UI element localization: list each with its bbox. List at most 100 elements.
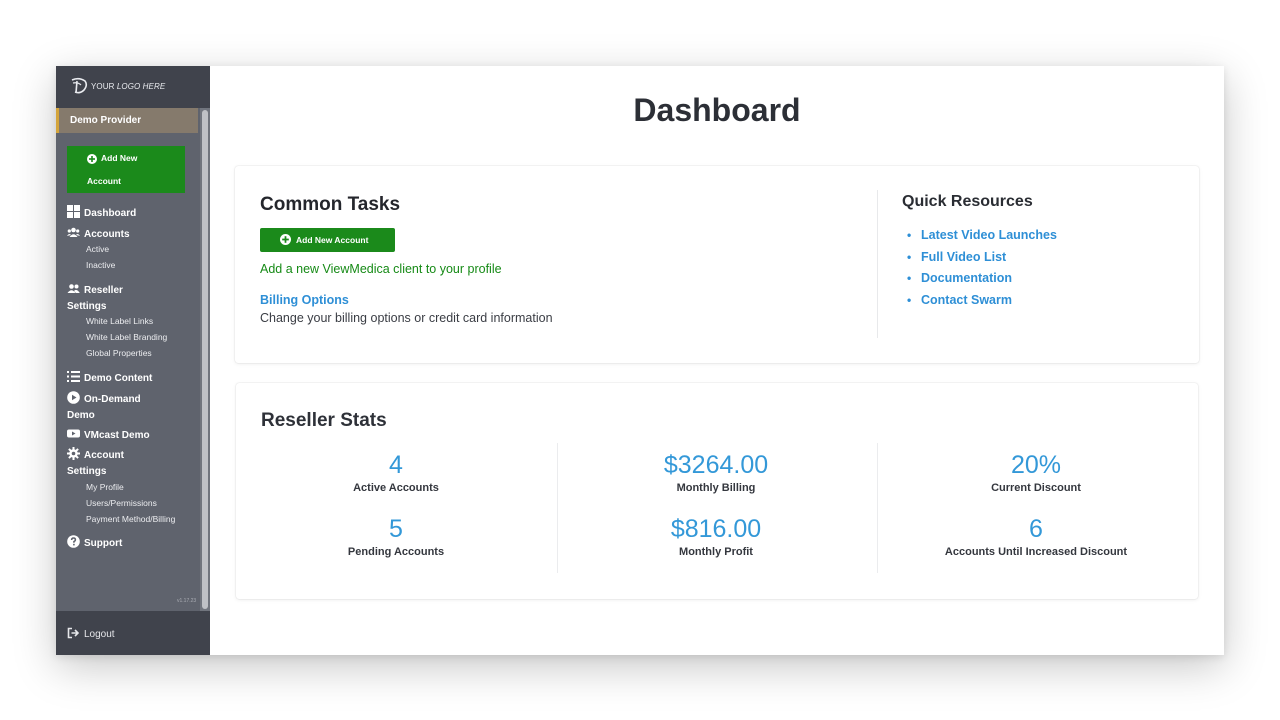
nav-dashboard-label: Dashboard [84, 208, 137, 219]
stat-value: $3264.00 [663, 451, 769, 479]
nav-account-settings-label-2: Settings [67, 466, 107, 477]
nav-on-demand-label-2: Demo [67, 410, 95, 421]
nav-accounts-active[interactable]: Active [86, 244, 110, 254]
card-divider [877, 190, 878, 338]
nav-reseller-label-2: Settings [67, 301, 107, 312]
reseller-stats-title: Reseller Stats [261, 410, 387, 431]
nav-on-demand-label-1: On-Demand [84, 394, 141, 405]
resource-link-label: Documentation [921, 271, 1012, 285]
nav-demo-content-label: Demo Content [84, 373, 153, 384]
stat-value: 5 [389, 515, 403, 543]
version-label: v1.17.23 [177, 598, 197, 604]
nav-accounts-inactive[interactable]: Inactive [86, 260, 116, 270]
add-new-label: Add New [101, 153, 138, 163]
nav-on-demand-demo[interactable]: On-Demand Demo [67, 391, 141, 424]
logo-text-italic: LOGO HERE [116, 81, 166, 91]
nav-vmcast-demo[interactable]: VMcast Demo [67, 427, 150, 444]
users-icon [67, 227, 80, 237]
nav-vmcast-label: VMcast Demo [84, 430, 150, 441]
nav-account-settings-label-1: Account [84, 450, 124, 461]
nav-support-label: Support [84, 538, 123, 549]
nav-account-settings[interactable]: Account Settings [67, 447, 124, 480]
nav-support[interactable]: Support [67, 535, 122, 552]
stat-monthly-profit: $816.00 Monthly Profit [556, 514, 876, 558]
resource-link-full-video-list[interactable]: • Full Video List [907, 247, 1057, 269]
common-tasks-title: Common Tasks [260, 194, 401, 215]
plus-circle-icon [87, 154, 97, 164]
sidebar-header: YOUR LOGO HERE [56, 66, 210, 108]
logo-text: YOUR LOGO HERE [91, 82, 165, 91]
billing-options-link[interactable]: Billing Options [260, 293, 349, 307]
resource-link-contact-swarm[interactable]: • Contact Swarm [907, 290, 1057, 312]
page-title: Dashboard [633, 92, 801, 128]
stat-label: Pending Accounts [347, 546, 445, 558]
stat-value: 4 [389, 451, 403, 479]
grid-icon [67, 205, 80, 218]
add-new-account-button[interactable]: Add New Account [260, 228, 395, 252]
logout-link[interactable]: Logout [67, 627, 115, 640]
sidebar: YOUR LOGO HERE Demo Provider Add New Acc… [56, 66, 210, 655]
stat-label: Accounts Until Increased Discount [944, 546, 1128, 558]
stat-current-discount: 20% Current Discount [876, 450, 1196, 494]
sign-out-icon [67, 627, 80, 639]
app-window: YOUR LOGO HERE Demo Provider Add New Acc… [56, 66, 1224, 655]
nav-white-label-branding[interactable]: White Label Branding [86, 332, 168, 342]
play-circle-icon [67, 391, 80, 404]
user-group-icon [67, 284, 80, 293]
nav-reseller-settings[interactable]: Reseller Settings [67, 282, 123, 315]
add-new-account-label: Add New Account [296, 235, 369, 245]
bullet-icon: • [907, 271, 912, 285]
nav-white-label-links[interactable]: White Label Links [86, 316, 154, 326]
stat-monthly-billing: $3264.00 Monthly Billing [556, 450, 876, 494]
nav-accounts-label: Accounts [84, 229, 130, 240]
nav-reseller-label-1: Reseller [84, 285, 123, 296]
video-icon [67, 429, 80, 438]
add-new-label-account: Account [87, 176, 121, 186]
stats-column-divider [557, 443, 558, 573]
nav-my-profile[interactable]: My Profile [86, 482, 124, 492]
nav-users-permissions[interactable]: Users/Permissions [86, 498, 157, 508]
add-account-description: Add a new ViewMedica client to your prof… [260, 262, 502, 276]
plus-circle-icon [280, 234, 291, 245]
provider-name[interactable]: Demo Provider [56, 108, 198, 133]
sidebar-footer [56, 611, 210, 655]
bullet-icon: • [907, 228, 912, 242]
bullet-icon: • [907, 292, 912, 307]
logo-swirl-icon [71, 77, 88, 94]
stat-accounts-until-discount: 6 Accounts Until Increased Discount [876, 514, 1196, 558]
stat-label: Active Accounts [353, 482, 439, 494]
nav-payment-method[interactable]: Payment Method/Billing [86, 514, 176, 524]
billing-options-description: Change your billing options or credit ca… [260, 311, 553, 325]
logo-text-plain: YOUR [91, 81, 117, 91]
logout-label: Logout [84, 629, 115, 640]
resource-link-latest-video-launches[interactable]: • Latest Video Launches [907, 225, 1057, 247]
nav-global-properties[interactable]: Global Properties [86, 348, 152, 358]
stat-pending-accounts: 5 Pending Accounts [236, 514, 556, 558]
resource-link-label: Contact Swarm [921, 292, 1012, 307]
bullet-icon: • [907, 249, 912, 264]
gear-icon [67, 447, 80, 460]
stat-active-accounts: 4 Active Accounts [236, 450, 556, 494]
quick-resources-title: Quick Resources [902, 193, 1033, 210]
stat-value: $816.00 [670, 515, 762, 543]
resource-link-label: Latest Video Launches [921, 228, 1057, 242]
resource-link-label: Full Video List [921, 249, 1007, 264]
sidebar-scrollbar-thumb[interactable] [202, 110, 208, 609]
nav-demo-content[interactable]: Demo Content [67, 370, 152, 387]
stat-label: Monthly Profit [679, 546, 753, 558]
reseller-stats-card: Reseller Stats 4 Active Accounts 5 Pendi… [236, 383, 1198, 599]
quick-resources-list: • Latest Video Launches • Full Video List … [907, 225, 1057, 311]
common-tasks-card: Common Tasks Add New Account Add a new V… [235, 166, 1199, 363]
logo[interactable]: YOUR LOGO HERE [69, 76, 165, 96]
stat-label: Monthly Billing [676, 482, 756, 494]
stat-label: Current Discount [991, 482, 1081, 494]
nav-dashboard[interactable]: Dashboard [67, 205, 136, 222]
stat-value: 6 [1029, 515, 1043, 543]
stat-value: 20% [1010, 451, 1062, 479]
list-icon [67, 371, 80, 382]
add-new-account-sidebar-button[interactable]: Add New Account [67, 146, 185, 193]
question-circle-icon [67, 535, 80, 548]
resource-link-documentation[interactable]: • Documentation [907, 268, 1057, 290]
nav-accounts[interactable]: Accounts [67, 226, 130, 243]
stats-column-divider [877, 443, 878, 573]
